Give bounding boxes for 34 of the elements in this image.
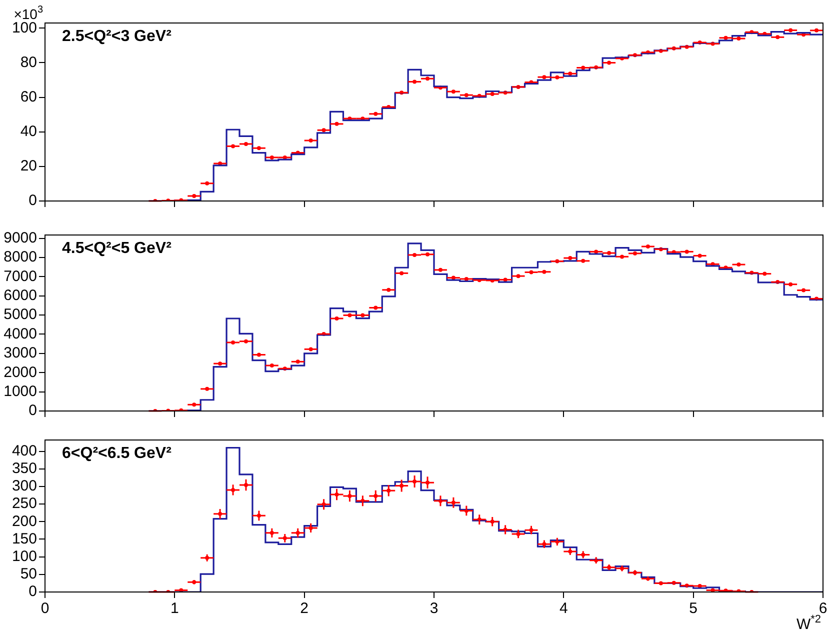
y-tick-label: 250 xyxy=(12,495,37,512)
y-tick-label: 2000 xyxy=(4,364,37,381)
y-tick-label: 3000 xyxy=(4,344,37,362)
y-tick-label: 4000 xyxy=(4,325,37,342)
y-tick-label: 0 xyxy=(28,583,37,600)
chart-title: 2.5<Q²<3 GeV² xyxy=(62,28,172,45)
y-tick-label: 20 xyxy=(20,158,37,175)
y-tick-label: 9000 xyxy=(4,229,37,246)
x-tick-label: 1 xyxy=(170,600,179,618)
x-tick-label: 2 xyxy=(300,600,309,618)
y-tick-label: 7000 xyxy=(4,268,37,285)
y-tick-label: 80 xyxy=(20,54,37,71)
y-tick-label: 0 xyxy=(28,402,37,420)
y-tick-label: 200 xyxy=(12,512,37,530)
y-tick-label: 5000 xyxy=(4,306,37,324)
y-tick-label: 100 xyxy=(12,548,37,565)
y-tick-label: 60 xyxy=(20,88,37,106)
y-tick-label: 50 xyxy=(20,566,37,583)
chart-title: 6<Q²<6.5 GeV² xyxy=(62,445,172,462)
y-tick-label: 40 xyxy=(20,123,37,140)
y-tick-label: 300 xyxy=(12,478,37,495)
y-tick-label: 100 xyxy=(12,19,37,36)
y-tick-label: 400 xyxy=(12,442,37,460)
y-tick-label: 0 xyxy=(28,192,37,210)
x-tick-label: 5 xyxy=(689,600,698,618)
y-tick-label: 8000 xyxy=(4,248,37,266)
y-tick-label: 150 xyxy=(12,530,37,548)
y-tick-label: 6000 xyxy=(4,286,37,304)
y-tick-label: 1000 xyxy=(4,382,37,400)
x-tick-label: 4 xyxy=(559,600,568,618)
y-tick-label: 350 xyxy=(12,460,37,477)
chart-title: 4.5<Q²<5 GeV² xyxy=(62,240,172,257)
x-tick-label: 0 xyxy=(40,600,50,618)
x-tick-label: 3 xyxy=(430,600,438,618)
